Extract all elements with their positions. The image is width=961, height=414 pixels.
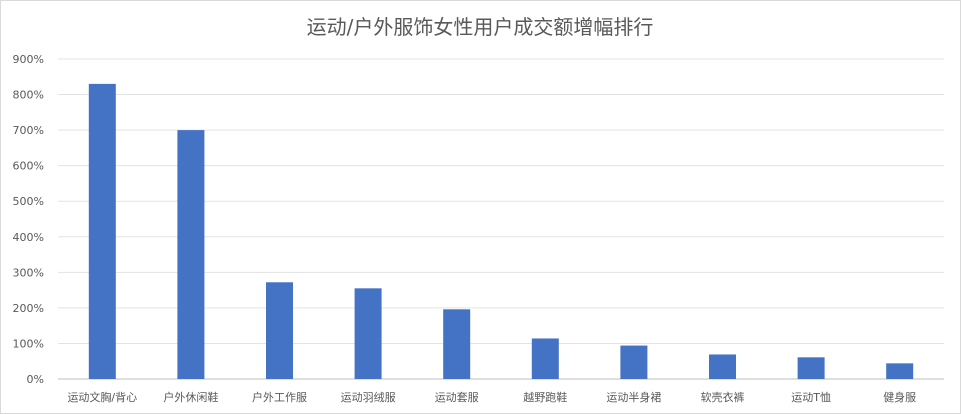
x-tick-label: 运动半身裙	[606, 390, 661, 404]
y-axis: 0% 100% 200% 300% 400% 500% 600% 700% 800% 900%	[13, 53, 44, 386]
y-tick-label: 100%	[13, 337, 44, 350]
y-tick-label: 800%	[13, 89, 44, 102]
chart-title: 运动/户外服饰女性用户成交额增幅排行	[307, 15, 654, 39]
bar	[266, 282, 293, 379]
bar	[531, 338, 559, 379]
bar	[709, 354, 736, 379]
x-tick-label: 户外工作服	[252, 390, 307, 404]
y-tick-label: 900%	[13, 53, 44, 66]
bar	[886, 363, 914, 379]
x-tick-label: 运动文胸/背心	[67, 390, 137, 404]
x-tick-label: 运动套服	[435, 391, 479, 404]
y-tick-label: 0%	[27, 373, 44, 386]
bars	[88, 83, 914, 379]
x-tick-label: 软壳衣裤	[701, 390, 745, 404]
y-tick-label: 600%	[13, 160, 44, 173]
gridlines	[58, 58, 944, 380]
x-tick-label: 越野跑鞋	[523, 390, 567, 404]
bar	[177, 130, 205, 379]
bar	[443, 309, 471, 379]
bar	[88, 83, 116, 379]
y-tick-label: 300%	[13, 266, 44, 279]
y-tick-label: 500%	[13, 195, 44, 208]
x-tick-label: 健身服	[883, 390, 916, 404]
x-tick-label: 运动羽绒服	[341, 391, 396, 404]
y-tick-label: 400%	[13, 231, 44, 244]
x-tick-label: 运动T恤	[791, 391, 831, 404]
bar	[797, 357, 825, 379]
x-axis: 运动文胸/背心 户外休闲鞋 户外工作服 运动羽绒服 运动套服 越野跑鞋 运动半身裙 软壳衣裤 运…	[67, 390, 916, 404]
bar	[354, 288, 382, 379]
x-tick-label: 户外休闲鞋	[163, 390, 218, 404]
y-tick-label: 200%	[13, 302, 44, 315]
bar	[620, 345, 648, 379]
y-tick-label: 700%	[13, 124, 44, 137]
